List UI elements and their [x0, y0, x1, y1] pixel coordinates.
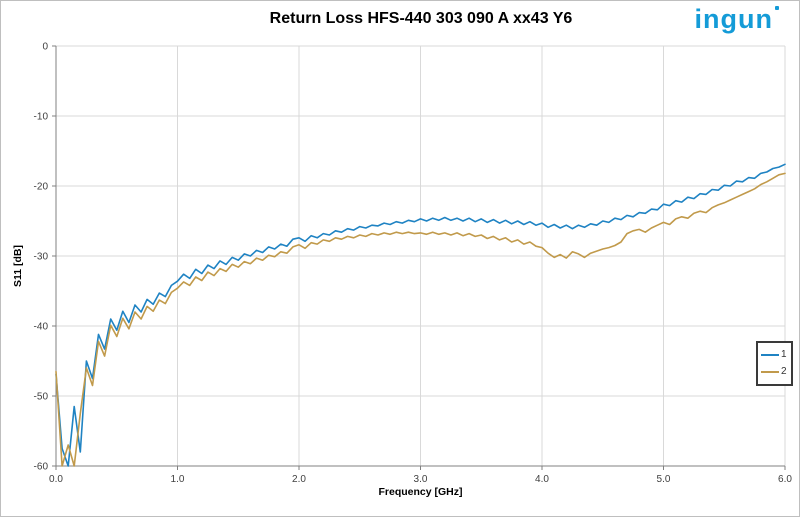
y-tick-label: -60 [34, 462, 49, 473]
series-2-swatch [761, 371, 779, 374]
tick-labels: 0 -10 -20 -30 -40 -50 -600.0 1.0 2.0 3.0 4.0 5.0 6.0 [34, 42, 793, 486]
logo-trademark-dot [775, 6, 779, 10]
legend-item-1: 1 [761, 348, 788, 360]
series-1-swatch [761, 353, 779, 356]
x-tick-label: 2.0 [292, 474, 306, 485]
y-tick-label: -40 [34, 322, 49, 333]
ingun-logo: ingun [695, 4, 779, 34]
x-tick-label: 1.0 [171, 474, 185, 485]
x-axis-title: Frequency [GHz] [378, 486, 463, 498]
y-tick-label: -30 [34, 252, 49, 263]
x-tick-label: 6.0 [778, 474, 792, 485]
series-1-label: 1 [781, 348, 787, 360]
ingun-logo-text: ingun [694, 4, 773, 34]
gridlines [56, 45, 786, 466]
y-tick-label: -50 [34, 392, 49, 403]
axes [52, 45, 786, 470]
legend-item-2: 2 [761, 367, 788, 377]
legend: 1 2 [756, 341, 793, 386]
x-tick-label: 4.0 [535, 474, 549, 485]
x-tick-label: 0.0 [49, 474, 63, 485]
y-axis-title: S11 [dB] [12, 244, 24, 288]
x-tick-label: 3.0 [414, 474, 428, 485]
y-tick-label: -10 [34, 112, 49, 123]
series-2-label: 2 [781, 366, 787, 378]
y-tick-label: -20 [34, 182, 49, 193]
y-tick-label: 0 [42, 42, 48, 53]
x-tick-label: 5.0 [657, 474, 671, 485]
series-2-line [55, 172, 786, 467]
chart-title: Return Loss HFS-440 303 090 A xx43 Y6 [269, 10, 573, 27]
series-1-line [55, 163, 786, 467]
